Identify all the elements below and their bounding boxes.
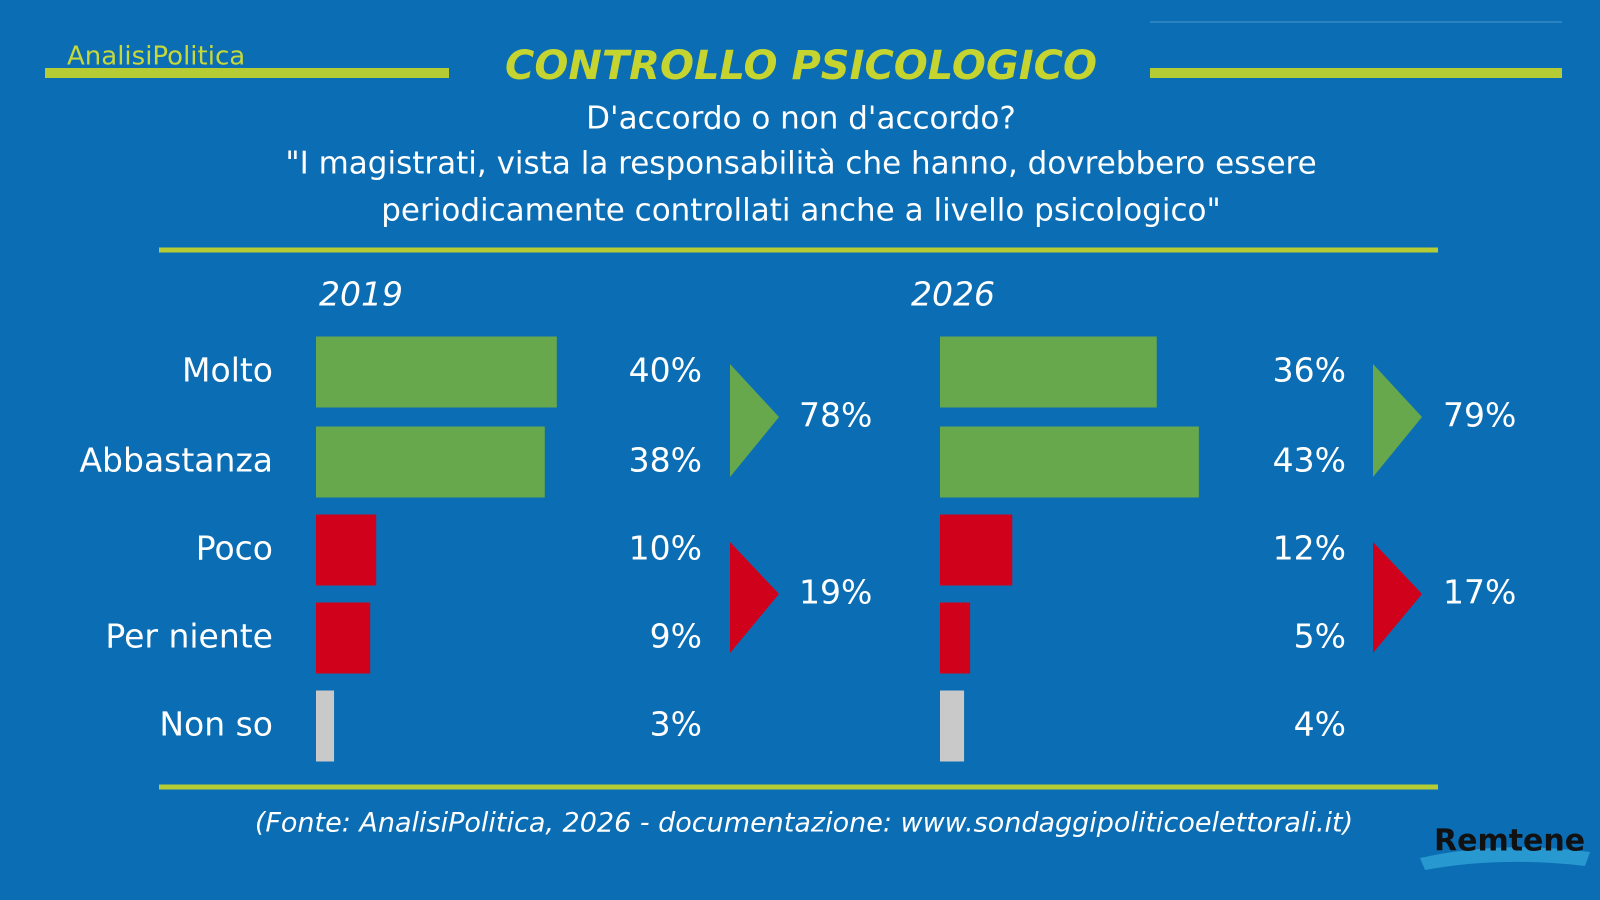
category-label: Poco — [196, 529, 273, 568]
bar — [316, 514, 377, 586]
category-label: Non so — [159, 705, 273, 744]
value-label: 40% — [629, 351, 702, 390]
bar — [316, 336, 557, 408]
brand: AnalisiPolitica — [67, 42, 245, 72]
logo-swoosh — [1420, 847, 1590, 870]
value-label: 38% — [629, 441, 702, 480]
title: CONTROLLO PSICOLOGICO — [505, 43, 1097, 89]
subtitle: D'accordo o non d'accordo? — [586, 101, 1016, 137]
bar — [316, 602, 371, 674]
total-label: 78% — [799, 396, 872, 435]
value-label: 36% — [1273, 351, 1346, 390]
question-line: "I magistrati, vista la responsabilità c… — [285, 146, 1316, 182]
total-label: 19% — [799, 573, 872, 612]
total-arrow — [730, 364, 779, 477]
year-label: 2026 — [911, 275, 995, 314]
bar — [940, 514, 1013, 586]
value-label: 5% — [1294, 617, 1346, 656]
value-label: 4% — [1294, 705, 1346, 744]
bar — [940, 602, 971, 674]
category-label: Abbastanza — [79, 441, 273, 480]
total-label: 17% — [1443, 573, 1516, 612]
source: (Fonte: AnalisiPolitica, 2026 - document… — [255, 808, 1353, 839]
value-label: 10% — [629, 529, 702, 568]
bar — [940, 690, 965, 762]
total-arrow — [1373, 542, 1422, 653]
total-label: 79% — [1443, 396, 1516, 435]
total-arrow — [1373, 364, 1422, 477]
category-label: Molto — [182, 351, 273, 390]
value-label: 12% — [1273, 529, 1346, 568]
year-label: 2019 — [319, 275, 403, 314]
value-label: 3% — [650, 705, 702, 744]
question-line: periodicamente controllati anche a livel… — [381, 193, 1220, 229]
total-arrow — [730, 542, 779, 653]
bar — [316, 690, 335, 762]
value-label: 43% — [1273, 441, 1346, 480]
category-label: Per niente — [105, 617, 273, 656]
bar — [316, 426, 545, 498]
bar — [940, 336, 1157, 408]
value-label: 9% — [650, 617, 702, 656]
logo: Remtene — [1434, 824, 1585, 859]
bar — [940, 426, 1199, 498]
